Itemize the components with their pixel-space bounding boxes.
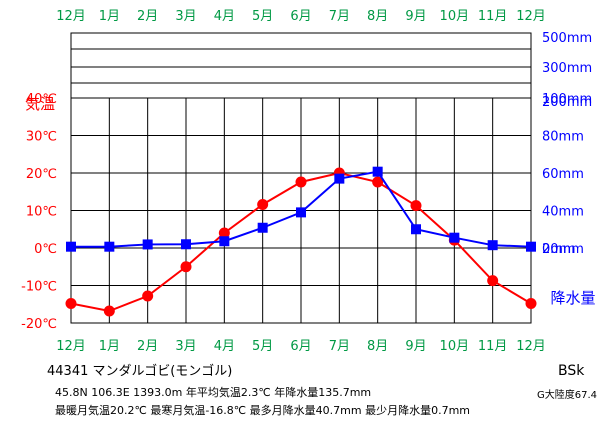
month-label-top: 2月 [137, 9, 158, 24]
month-label-bottom: 1月 [99, 339, 120, 354]
precipitation-tick-label: 40mm [542, 205, 584, 220]
precipitation-point [411, 224, 421, 235]
month-label-top: 4月 [214, 9, 235, 24]
temperature-point [257, 199, 269, 210]
station-header: 44341 マンダルゴビ(モンゴル) [47, 364, 233, 379]
precipitation-tick-label: 100mm [542, 92, 592, 107]
precipitation-tick-label: 200mm [542, 95, 592, 110]
continentality-index: G大陸度67.4 [537, 390, 598, 401]
temperature-point [180, 261, 192, 273]
temperature-tick-label: 0℃ [34, 242, 57, 257]
temperature-axis-title: 気温 [25, 95, 55, 113]
precipitation-point [372, 166, 383, 177]
temperature-tick-label: 20℃ [26, 167, 57, 182]
month-label-bottom: 4月 [214, 339, 235, 354]
precipitation-point [334, 173, 345, 184]
month-label-top: 12月 [56, 9, 86, 24]
temperature-point [218, 227, 230, 239]
temperature-point [65, 298, 77, 309]
month-label-top: 6月 [290, 9, 311, 24]
month-label-top: 7月 [329, 9, 350, 24]
precipitation-point [142, 239, 153, 250]
month-label-bottom: 7月 [329, 339, 350, 354]
precipitation-tick-label: 80mm [542, 130, 584, 145]
month-label-bottom: 12月 [516, 339, 546, 354]
temperature-tick-label: 30℃ [26, 130, 57, 145]
climate-classification: BSk [558, 363, 585, 379]
month-label-top: 3月 [175, 9, 196, 24]
precipitation-tick-label: 0mm [542, 242, 576, 257]
temperature-point [525, 298, 537, 309]
month-label-bottom: 8月 [367, 339, 388, 354]
month-label-bottom: 6月 [290, 339, 311, 354]
month-label-bottom: 9月 [405, 339, 426, 354]
month-label-bottom: 5月 [252, 339, 273, 354]
temperature-point [142, 290, 154, 302]
month-label-bottom: 10月 [440, 339, 470, 354]
month-label-top: 1月 [99, 9, 120, 24]
precipitation-tick-label: 300mm [542, 61, 592, 76]
precipitation-point [296, 207, 306, 218]
temperature-point [295, 176, 307, 188]
temperature-tick-label: -20℃ [21, 317, 57, 332]
month-label-bottom: 2月 [137, 339, 158, 354]
month-label-top: 5月 [252, 9, 273, 24]
month-label-top: 9月 [405, 9, 426, 24]
precipitation-tick-label: 500mm [542, 31, 592, 46]
precipitation-point [449, 232, 460, 243]
precipitation-point [181, 239, 191, 250]
precipitation-point [487, 240, 498, 251]
temperature-point [372, 176, 384, 188]
month-label-bottom: 3月 [175, 339, 196, 354]
precipitation-point [104, 241, 115, 252]
precipitation-point [219, 236, 230, 247]
month-label-bottom: 11月 [478, 339, 508, 354]
temperature-tick-label: 10℃ [26, 205, 57, 220]
month-label-top: 8月 [367, 9, 388, 24]
station-details-line-1: 45.8N 106.3E 1393.0m 年平均気温2.3℃ 年降水量135.7… [55, 386, 372, 399]
precipitation-axis-title: 降水量 [550, 289, 595, 307]
month-label-bottom: 12月 [56, 339, 86, 354]
temperature-tick-label: 40℃ [26, 92, 57, 107]
temperature-point [410, 200, 422, 212]
temperature-point [103, 305, 115, 317]
temperature-tick-label: -10℃ [21, 280, 57, 295]
month-label-top: 10月 [440, 9, 470, 24]
precipitation-point [257, 222, 268, 233]
month-label-top: 11月 [478, 9, 508, 24]
precipitation-tick-label: 20mm [542, 242, 584, 257]
temperature-point [487, 275, 499, 287]
precipitation-point [526, 241, 536, 252]
precipitation-point [66, 241, 76, 252]
month-label-top: 12月 [516, 9, 546, 24]
station-details-line-2: 最暖月気温20.2℃ 最寒月気温-16.8℃ 最多月降水量40.7mm 最少月降… [55, 404, 470, 417]
precipitation-tick-label: 60mm [542, 167, 584, 182]
